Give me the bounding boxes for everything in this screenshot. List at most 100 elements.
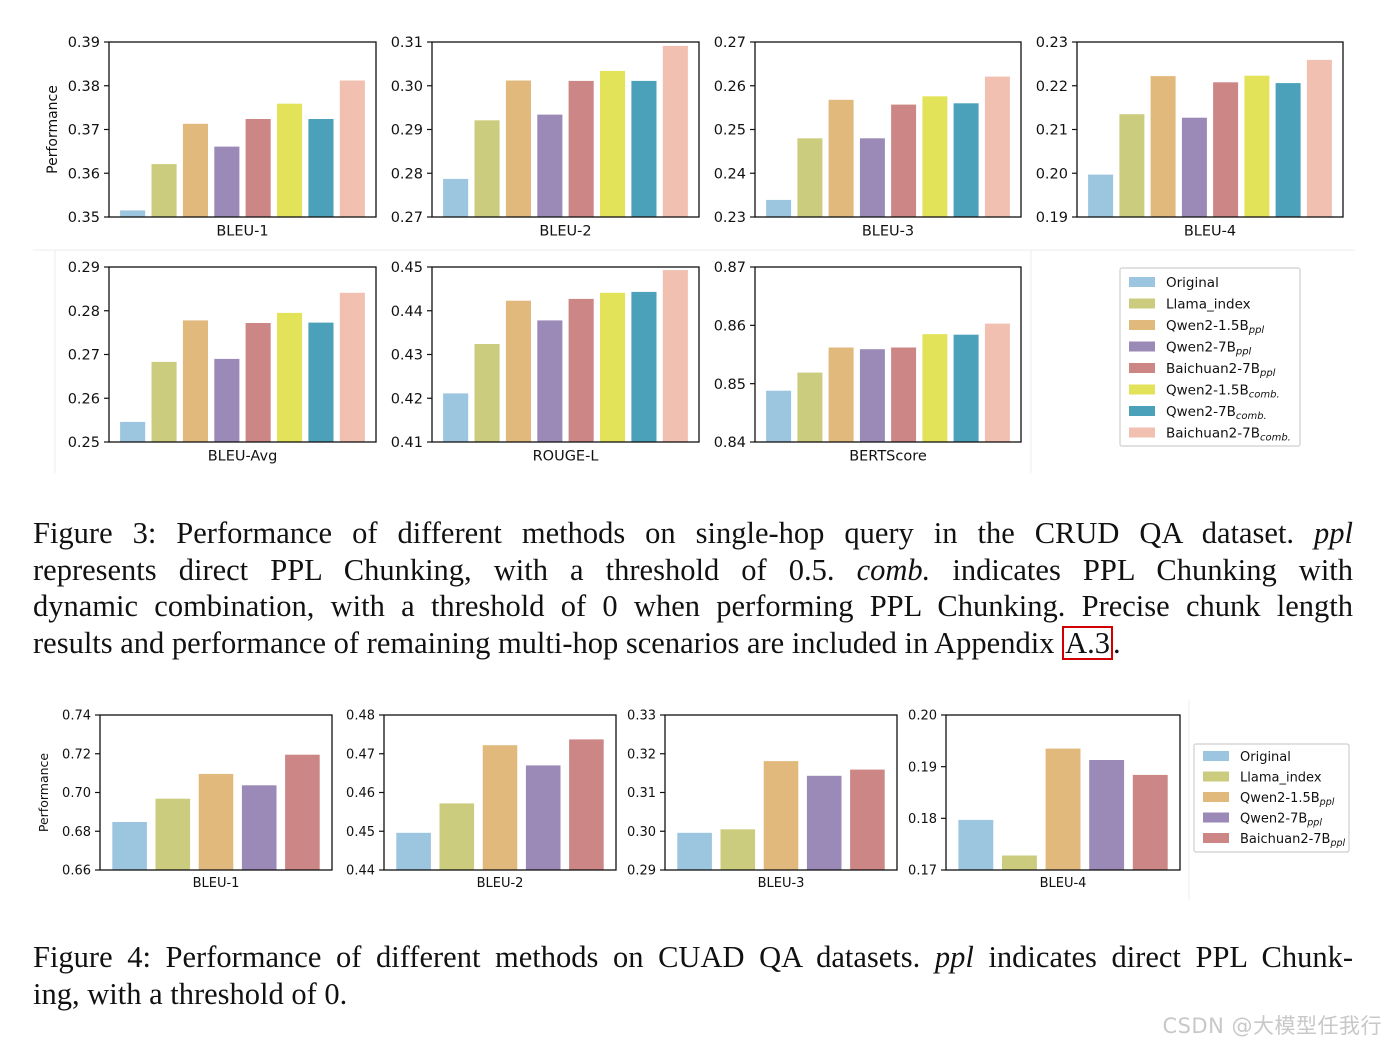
chart-fig3-5: 0.41 0.42 0.43 0.44 0.45 ROUGE-L <box>391 260 700 465</box>
tick-label: 0.27 <box>391 210 423 226</box>
chart-fig3-6: 0.84 0.85 0.86 0.87 BERTScore <box>714 260 1022 465</box>
tick-label: 0.42 <box>391 391 423 407</box>
bar <box>662 45 688 218</box>
legend-label: Qwen2-7Bppl <box>1240 812 1322 829</box>
bar <box>245 119 271 217</box>
legend-swatch <box>1129 341 1155 352</box>
bar <box>766 199 792 217</box>
legend-swatch <box>1129 277 1155 287</box>
bar <box>537 320 563 442</box>
bar <box>151 361 177 442</box>
plot-frame <box>754 266 1022 443</box>
bar <box>1089 760 1125 870</box>
bar <box>766 390 792 442</box>
legend-swatch <box>1203 812 1229 823</box>
bar <box>245 323 271 442</box>
figure3-caption-line4: results and performance of remaining mul… <box>33 625 1353 662</box>
bar <box>214 146 240 217</box>
legend-label: Qwen2-1.5Bppl <box>1166 318 1264 336</box>
caption-italic: ppl <box>1314 516 1353 550</box>
tick-label: 0.25 <box>714 123 746 139</box>
bar <box>953 334 979 442</box>
legend-label: Baichuan2-7Bppl <box>1166 361 1276 379</box>
legend-fig4: Original Llama_index Qwen2-1.5Bppl Qwen2-7B… <box>1193 743 1350 853</box>
tick-label: 0.45 <box>346 825 375 840</box>
legend-label: Baichuan2-7Bcomb. <box>1166 426 1291 444</box>
bar <box>891 347 917 442</box>
caption-text: indicates direct PPL Chunk- <box>988 940 1354 974</box>
legend-label: Llama_index <box>1166 297 1251 313</box>
tick-label: 0.38 <box>68 79 100 95</box>
bar <box>1045 748 1081 870</box>
legend-swatch <box>1203 833 1229 843</box>
legend-fig3: Original Llama_index Qwen2-1.5Bppl Qwen2-7B… <box>1119 267 1301 447</box>
bar <box>922 334 948 442</box>
tick-label: 0.27 <box>68 348 100 364</box>
bar <box>1150 76 1176 217</box>
bar <box>1088 174 1114 217</box>
bar <box>891 104 917 217</box>
tick-label: 0.17 <box>908 864 937 879</box>
tick-label: 0.68 <box>62 825 91 840</box>
caption-text: represents direct PPL Chunking, with a t… <box>33 553 835 587</box>
tick-label: 0.86 <box>714 319 746 335</box>
watermark: CSDN @大模型任我行 <box>1162 1014 1382 1038</box>
bar <box>953 103 979 217</box>
tick-label: 0.30 <box>627 825 656 840</box>
bar <box>339 292 365 442</box>
chart-fig3-2: 0.23 0.24 0.25 0.26 0.27 BLEU-3 <box>714 35 1022 240</box>
axis-title: BLEU-3 <box>862 224 914 240</box>
legend-swatch <box>1129 427 1155 438</box>
axis-title: BLEU-1 <box>216 224 268 240</box>
bar <box>443 393 469 442</box>
tick-label: 0.19 <box>1036 210 1068 226</box>
tick-label: 0.35 <box>68 210 100 226</box>
bar <box>198 773 234 870</box>
bar <box>396 832 431 870</box>
bar <box>1181 117 1207 217</box>
legend-label: Qwen2-1.5Bcomb. <box>1166 383 1280 401</box>
tick-label: 0.46 <box>346 786 375 801</box>
appendix-link[interactable]: A.3 <box>1062 626 1113 660</box>
tick-label: 0.87 <box>714 260 746 276</box>
tick-label: 0.30 <box>391 79 423 95</box>
legend-swatch <box>1203 751 1229 761</box>
axis-title: BLEU-3 <box>758 876 805 891</box>
bar <box>958 819 994 870</box>
axis-title: ROUGE-L <box>533 449 599 465</box>
bar <box>505 300 531 442</box>
bar <box>112 822 147 870</box>
bar <box>677 832 712 870</box>
tick-label: 0.20 <box>1036 166 1068 182</box>
legend-label: Qwen2-1.5Bppl <box>1240 791 1335 808</box>
bar <box>631 80 657 218</box>
bar <box>859 349 885 442</box>
bar <box>797 138 823 217</box>
bar <box>120 210 146 217</box>
tick-label: 0.20 <box>908 709 937 724</box>
legend-swatch <box>1129 320 1155 330</box>
chart-fig3-1: 0.27 0.28 0.29 0.30 0.31 BLEU-2 <box>391 35 700 240</box>
bar <box>859 138 885 217</box>
bar <box>214 358 240 442</box>
legend-label: Original <box>1240 750 1291 765</box>
bar <box>277 103 303 217</box>
tick-label: 0.43 <box>391 348 423 364</box>
bar <box>474 120 500 217</box>
tick-label: 0.28 <box>68 304 100 320</box>
tick-label: 0.29 <box>68 260 100 276</box>
tick-label: 0.23 <box>714 210 746 226</box>
caption-text: Figure 4: Performance of different metho… <box>33 940 921 974</box>
tick-label: 0.19 <box>908 760 937 775</box>
tick-label: 0.29 <box>627 864 656 879</box>
bar <box>285 754 320 870</box>
bar <box>569 739 604 870</box>
bar <box>439 803 475 870</box>
caption-text: Figure 3: Performance of different metho… <box>33 516 1295 550</box>
bar <box>720 829 756 870</box>
caption-italic: comb. <box>856 553 931 587</box>
legend-swatch <box>1129 363 1155 373</box>
plot-frame <box>945 714 1181 871</box>
chart-fig3-3: 0.19 0.20 0.21 0.22 0.23 BLEU-4 <box>1036 35 1344 240</box>
